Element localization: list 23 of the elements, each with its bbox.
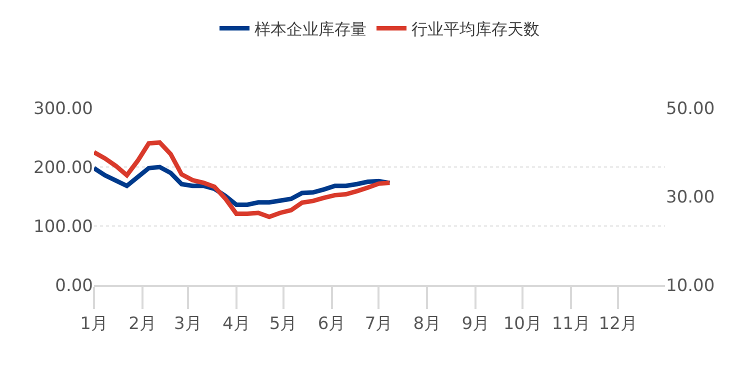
x-tick-label: 1月: [80, 314, 108, 334]
y-tick-label: 300.00: [34, 98, 93, 119]
x-tick-label: 4月: [222, 314, 250, 334]
line-series: [94, 140, 392, 220]
x-tick-label: 10月: [503, 314, 542, 334]
x-tick-label: 8月: [413, 314, 442, 334]
x-tick-label: 6月: [318, 314, 346, 334]
x-tick-label: 5月: [269, 314, 298, 334]
line-series: [94, 164, 392, 208]
y-tick-label: 0.00: [55, 276, 93, 296]
legend-label: 行业平均库存天数: [412, 19, 540, 38]
y2-tick-label: 50.00: [666, 98, 715, 119]
y2-tick-label: 30.00: [666, 187, 715, 208]
x-tick-label: 11月: [552, 314, 590, 334]
x-tick-label: 12月: [598, 314, 638, 334]
x-tick-label: 7月: [364, 314, 393, 334]
legend-label: 样本企业库存量: [254, 19, 366, 38]
x-tick-label: 9月: [462, 314, 490, 334]
x-tick-label: 3月: [174, 314, 202, 334]
y-tick-label: 200.00: [34, 158, 93, 178]
y-tick-label: 100.00: [34, 216, 93, 237]
y2-tick-label: 10.00: [666, 276, 715, 296]
x-tick-label: 2月: [128, 314, 156, 334]
